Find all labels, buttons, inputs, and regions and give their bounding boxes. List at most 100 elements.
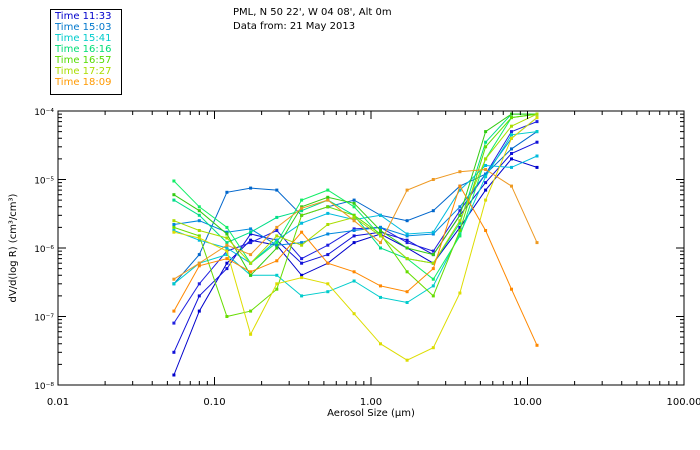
series-point-6-6 — [326, 211, 330, 215]
series-point-11-8 — [379, 234, 382, 238]
series-point-7-0 — [172, 198, 176, 202]
series-point-9-2 — [225, 232, 229, 236]
legend-item-1809: Time 18:09 — [55, 77, 112, 88]
series-point-11-14 — [535, 112, 539, 116]
series-point-11-13 — [510, 124, 513, 128]
series-point-14-11 — [458, 170, 462, 174]
legend-item-1657: Time 16:57 — [55, 55, 112, 66]
series-point-2-14 — [535, 120, 539, 124]
series-point-12-1 — [197, 236, 201, 240]
series-point-4-6 — [326, 232, 330, 236]
series-point-5-8 — [379, 295, 382, 299]
series-point-7-8 — [379, 246, 382, 250]
series-point-11-2 — [225, 236, 229, 240]
series-point-12-13 — [510, 136, 513, 140]
series-point-8-2 — [225, 225, 229, 229]
series-point-8-1 — [197, 205, 201, 209]
series-point-13-4 — [275, 259, 279, 263]
series-point-9-1 — [197, 209, 201, 213]
series-point-4-0 — [172, 223, 176, 226]
series-point-10-10 — [431, 294, 435, 298]
series-point-9-3 — [249, 273, 253, 277]
y-tick-label-2: 10⁻⁶ — [34, 245, 54, 255]
series-point-13-8 — [379, 284, 382, 288]
series-point-9-12 — [484, 130, 488, 134]
series-point-10-12 — [484, 145, 488, 149]
series-point-10-13 — [510, 116, 513, 120]
series-point-4-9 — [405, 234, 409, 238]
series-point-0-0 — [172, 373, 176, 377]
series-point-10-3 — [249, 309, 253, 313]
series-point-11-10 — [431, 261, 435, 265]
series-point-13-10 — [431, 267, 435, 271]
series-point-10-9 — [405, 270, 409, 274]
series-point-11-9 — [405, 257, 409, 261]
series-point-10-11 — [458, 229, 462, 232]
series-point-3-10 — [431, 209, 435, 213]
series-point-1-13 — [510, 152, 513, 155]
series-point-6-1 — [197, 238, 201, 242]
series-point-8-5 — [300, 198, 304, 202]
series-point-7-11 — [458, 221, 462, 225]
series-point-14-8 — [379, 241, 382, 245]
series-point-6-10 — [431, 230, 435, 234]
series-point-7-4 — [275, 215, 279, 219]
y-tick-label-4: 10⁻⁴ — [34, 108, 54, 118]
series-point-4-10 — [431, 232, 435, 236]
series-point-12-3 — [249, 332, 253, 336]
series-point-5-11 — [458, 232, 462, 236]
series-point-5-10 — [431, 284, 435, 288]
series-point-12-2 — [225, 249, 229, 253]
series-point-10-1 — [197, 234, 201, 238]
series-point-12-8 — [379, 342, 382, 346]
x-axis-label: Aerosol Size (µm) — [327, 408, 415, 419]
series-point-12-0 — [172, 230, 176, 234]
series-point-10-7 — [352, 213, 356, 217]
series-point-13-6 — [326, 261, 330, 265]
x-tick-label-2: 1.00 — [360, 397, 382, 408]
series-point-2-1 — [197, 282, 201, 286]
series-point-11-6 — [326, 223, 330, 226]
series-point-11-12 — [484, 157, 488, 161]
series-point-6-2 — [225, 246, 229, 250]
series-point-0-13 — [510, 157, 513, 161]
series-point-14-9 — [405, 188, 409, 192]
series-point-10-4 — [275, 287, 279, 291]
series-point-2-10 — [431, 249, 435, 253]
series-point-13-1 — [197, 264, 201, 268]
series-point-13-13 — [510, 287, 513, 291]
series-point-2-4 — [275, 229, 279, 232]
series-point-12-14 — [535, 116, 539, 120]
series-point-10-6 — [326, 205, 330, 209]
series-point-12-10 — [431, 346, 435, 350]
x-tick-label-4: 100.00 — [667, 397, 700, 408]
series-point-12-12 — [484, 198, 488, 202]
series-point-2-6 — [326, 243, 330, 247]
series-point-8-7 — [352, 205, 356, 209]
series-point-6-12 — [484, 164, 488, 167]
series-point-4-11 — [458, 205, 462, 209]
series-point-5-12 — [484, 175, 488, 179]
series-point-1-1 — [197, 294, 201, 298]
x-tick-label-3: 10.00 — [513, 397, 542, 408]
series-point-9-4 — [275, 246, 279, 250]
series-point-12-6 — [326, 282, 330, 286]
header-date: Data from: 21 May 2013 — [233, 21, 356, 32]
series-point-10-2 — [225, 315, 229, 318]
x-tick-label-1: 0.10 — [203, 397, 225, 408]
series-point-0-12 — [484, 188, 488, 192]
series-point-0-3 — [249, 238, 253, 242]
series-point-11-1 — [197, 229, 201, 232]
series-point-5-14 — [535, 130, 539, 134]
series-point-2-3 — [249, 241, 253, 245]
series-point-5-6 — [326, 290, 330, 294]
series-point-0-14 — [535, 165, 539, 169]
series-point-13-12 — [484, 229, 488, 232]
series-point-0-1 — [197, 309, 201, 313]
series-point-1-6 — [326, 253, 330, 257]
series-point-8-4 — [275, 241, 279, 245]
series-point-5-4 — [275, 273, 279, 277]
series-point-8-6 — [326, 188, 330, 192]
plot-frame — [57, 110, 685, 386]
